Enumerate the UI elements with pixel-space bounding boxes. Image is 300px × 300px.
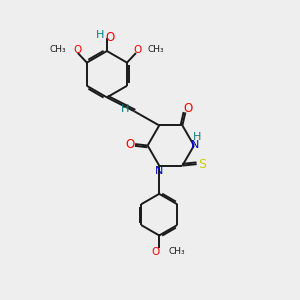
Text: O: O — [152, 247, 160, 256]
Text: CH₃: CH₃ — [148, 45, 164, 54]
Text: O: O — [106, 31, 115, 44]
Text: O: O — [183, 102, 192, 115]
Text: O: O — [133, 44, 142, 55]
Text: H: H — [121, 104, 129, 114]
Text: O: O — [73, 44, 81, 55]
Text: N: N — [154, 166, 163, 176]
Text: CH₃: CH₃ — [168, 247, 185, 256]
Text: O: O — [125, 138, 134, 151]
Text: H: H — [96, 30, 105, 40]
Text: H: H — [194, 132, 202, 142]
Text: N: N — [191, 140, 200, 150]
Text: S: S — [199, 158, 207, 171]
Text: CH₃: CH₃ — [50, 45, 66, 54]
